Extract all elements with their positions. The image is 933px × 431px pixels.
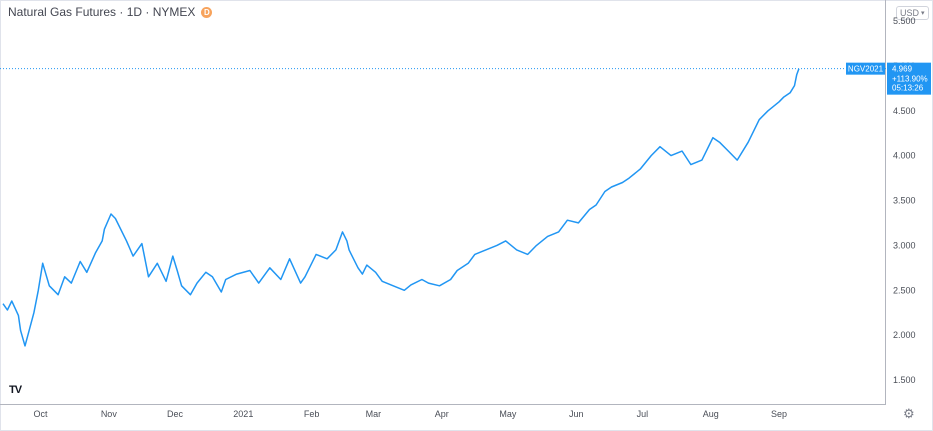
gear-icon[interactable]: ⚙ [903, 406, 915, 421]
symbol-tag-bg [846, 62, 885, 75]
x-tick-label: Jul [637, 409, 649, 419]
y-tick-label: 4.500 [893, 106, 916, 116]
price-value: 4.969 [892, 65, 913, 74]
currency-label: USD [900, 8, 920, 18]
bar-countdown: 05:13:26 [892, 84, 924, 93]
x-tick-label: Aug [703, 409, 719, 419]
y-tick-label: 2.000 [893, 330, 916, 340]
series-line [2, 68, 800, 347]
x-tick-label: May [499, 409, 517, 419]
y-tick-label: 5.500 [893, 16, 916, 26]
x-tick-label: Mar [366, 409, 382, 419]
x-tick-label: Sep [771, 409, 787, 419]
currency-selector[interactable]: USD ▾ [896, 6, 929, 20]
x-tick-label: Nov [101, 409, 118, 419]
y-tick-label: 2.500 [893, 285, 916, 295]
plot-area[interactable] [0, 0, 886, 405]
y-tick-label: 1.500 [893, 375, 916, 385]
chevron-down-icon: ▾ [921, 10, 925, 17]
chart-header: Natural Gas Futures · 1D · NYMEX D [8, 5, 213, 19]
last-price-label: NGV2021 4.969 +113.90% 05:13:26 [846, 62, 931, 95]
x-tick-label: 2021 [233, 409, 253, 419]
y-tick-label: 3.500 [893, 196, 916, 206]
x-axis: Oct Nov Dec 2021 Feb Mar Apr May Jun Jul Aug Sep [33, 409, 787, 419]
price-tag-bg [887, 62, 931, 95]
delayed-badge[interactable]: D [201, 6, 213, 18]
x-tick-label: Dec [167, 409, 184, 419]
symbol-tag: NGV2021 [848, 65, 884, 74]
tradingview-logo[interactable]: TV [9, 384, 22, 396]
chart-title: Natural Gas Futures · 1D · NYMEX [8, 5, 196, 19]
x-tick-label: Apr [435, 409, 449, 419]
y-tick-label: 4.000 [893, 151, 916, 161]
x-tick-label: Feb [304, 409, 320, 419]
y-tick-label: 3.000 [893, 240, 916, 250]
x-tick-label: Oct [33, 409, 48, 419]
x-tick-label: Jun [569, 409, 584, 419]
price-change: +113.90% [892, 75, 928, 84]
